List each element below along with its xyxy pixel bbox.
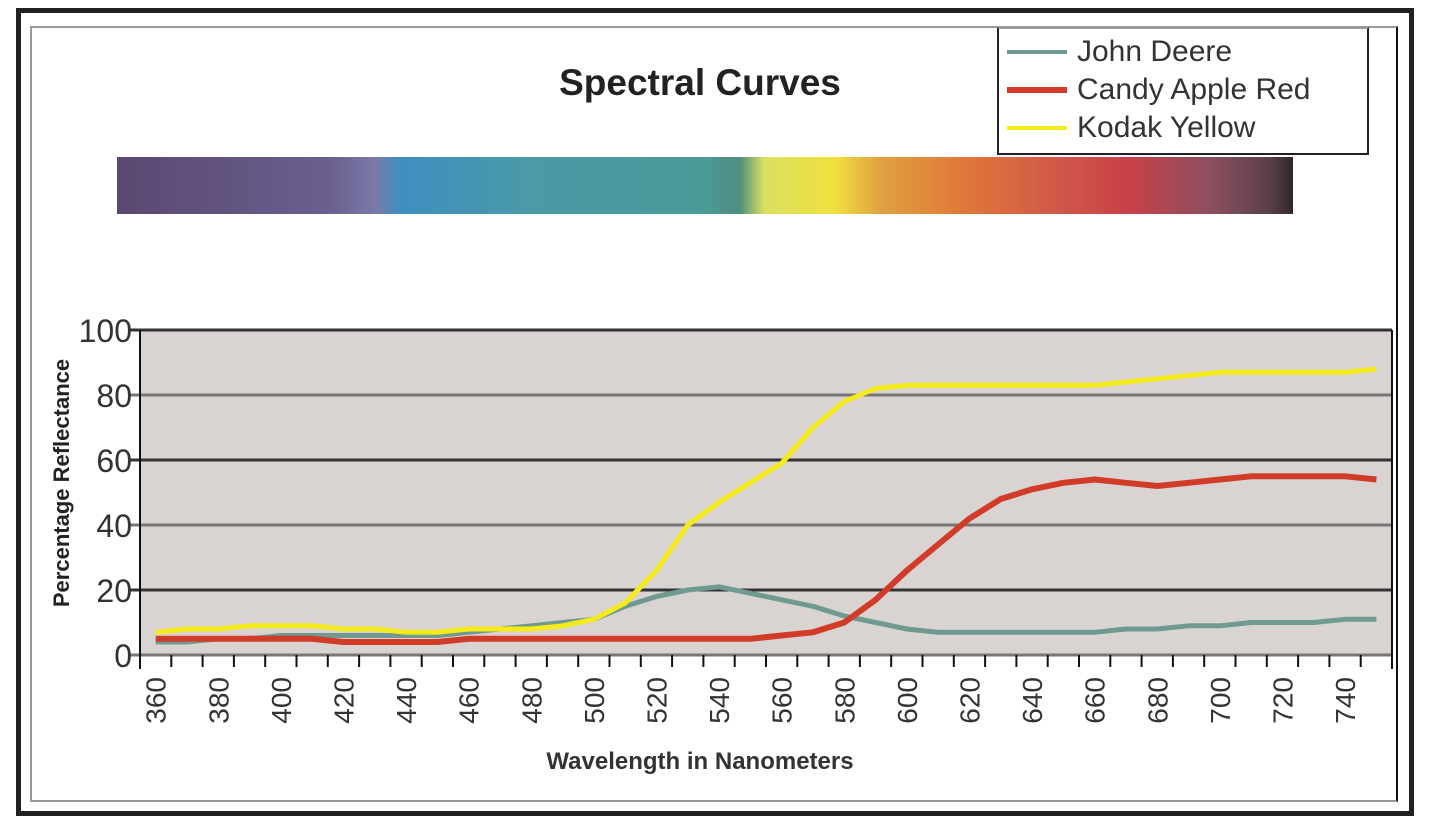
x-tick-label: 400: [266, 677, 297, 724]
y-tick-label: 40: [96, 508, 132, 544]
legend-item-john-deere: John Deere: [1007, 33, 1232, 71]
legend-item-candy-apple-red: Candy Apple Red: [1007, 71, 1311, 109]
x-tick-label: 740: [1330, 677, 1361, 724]
x-tick-label: 380: [203, 677, 234, 724]
x-axis-label: Wavelength in Nanometers: [546, 748, 854, 775]
x-tick-label: 440: [391, 677, 422, 724]
x-tick-label: 520: [641, 677, 672, 724]
series-line-john-deere: [155, 584, 1377, 645]
x-tick-label: 640: [1017, 677, 1048, 724]
legend-item-kodak-yellow: Kodak Yellow: [1007, 109, 1255, 147]
x-tick-label: 360: [141, 677, 172, 724]
x-tick-label: 720: [1267, 677, 1298, 724]
y-tick-label: 100: [79, 313, 132, 349]
chart-title: Spectral Curves: [559, 62, 841, 103]
y-tick-label: 60: [96, 443, 132, 479]
x-tick-label: 620: [954, 677, 985, 724]
color-spectrum-bar: [117, 157, 1293, 214]
legend-swatch: [1007, 50, 1067, 54]
legend-swatch: [1007, 126, 1067, 130]
legend: John Deere Candy Apple Red Kodak Yellow: [997, 27, 1369, 155]
x-tick-label: 680: [1142, 677, 1173, 724]
x-tick-label: 660: [1080, 677, 1111, 724]
series-line-candy-apple-red: [155, 473, 1377, 645]
x-tick-label: 460: [454, 677, 485, 724]
x-tick-label: 480: [516, 677, 547, 724]
y-axis-label: Percentage Reflectance: [49, 358, 74, 608]
series-line-kodak-yellow: [155, 366, 1377, 635]
x-tick-label: 500: [579, 677, 610, 724]
plot-background: [140, 330, 1392, 655]
legend-label: Kodak Yellow: [1077, 111, 1256, 144]
chart-border: [30, 26, 1398, 802]
x-tick-label: 560: [767, 677, 798, 724]
outer-frame: [16, 8, 1414, 816]
x-tick-label: 700: [1205, 677, 1236, 724]
y-tick-label: 0: [114, 638, 132, 674]
x-tick-label: 580: [829, 677, 860, 724]
y-tick-label: 20: [96, 573, 132, 609]
legend-label: Candy Apple Red: [1077, 73, 1311, 106]
y-tick-label: 80: [96, 378, 132, 414]
x-tick-label: 600: [892, 677, 923, 724]
legend-label: John Deere: [1077, 35, 1233, 68]
legend-swatch: [1007, 87, 1067, 93]
x-tick-label: 540: [704, 677, 735, 724]
x-tick-label: 420: [328, 677, 359, 724]
